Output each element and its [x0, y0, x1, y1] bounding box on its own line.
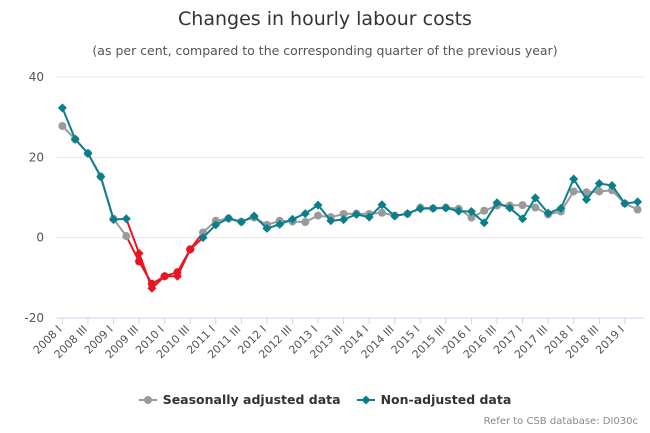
- data-point: [326, 216, 336, 226]
- series-line-segment: [317, 204, 332, 222]
- y-tick-label: 20: [29, 150, 44, 164]
- data-point: [569, 174, 579, 184]
- data-point: [198, 233, 208, 243]
- series-layer: [57, 103, 643, 293]
- data-point: [479, 218, 489, 228]
- data-point: [505, 203, 515, 213]
- data-point: [57, 103, 67, 113]
- data-point: [530, 193, 540, 203]
- data-point: [595, 187, 604, 196]
- data-point: [262, 223, 272, 233]
- data-point: [301, 218, 310, 227]
- data-point: [569, 187, 578, 196]
- series-line-segment: [99, 175, 115, 221]
- data-point: [454, 206, 464, 216]
- data-point: [581, 195, 591, 205]
- y-tick-label: 40: [29, 70, 44, 84]
- legend: Seasonally adjusted data Non-adjusted da…: [0, 392, 650, 407]
- data-point: [403, 209, 413, 219]
- series-line-segment: [585, 182, 601, 201]
- data-point: [211, 220, 221, 230]
- data-point: [249, 211, 259, 221]
- series-line-segment: [125, 235, 141, 263]
- data-point: [620, 199, 630, 209]
- series-line-segment: [138, 252, 153, 290]
- data-point: [377, 200, 387, 210]
- data-point: [160, 271, 170, 281]
- data-point: [594, 178, 604, 188]
- data-point: [83, 148, 93, 158]
- data-point: [275, 219, 285, 229]
- data-point: [122, 232, 131, 241]
- data-point: [543, 208, 553, 218]
- series-non-adjusted: [57, 103, 643, 293]
- data-point: [428, 203, 438, 213]
- legend-swatch-circle: [138, 395, 157, 404]
- series-line-segment: [534, 196, 550, 215]
- data-point: [314, 211, 323, 220]
- data-point: [109, 215, 119, 225]
- legend-label-seasonally-adjusted: Seasonally adjusted data: [162, 392, 341, 407]
- data-point: [364, 212, 374, 222]
- series-line-segment: [125, 217, 141, 255]
- series-line-segment: [559, 178, 575, 210]
- series-line-segment: [483, 201, 498, 224]
- data-point: [607, 180, 617, 190]
- chart-title: Changes in hourly labour costs: [178, 8, 472, 30]
- data-point: [147, 283, 157, 293]
- series-seasonally-adjusted: [58, 122, 642, 288]
- data-point: [300, 209, 310, 219]
- data-point: [480, 206, 489, 215]
- data-point: [518, 214, 528, 224]
- data-point: [224, 213, 234, 223]
- series-line-segment: [611, 184, 626, 205]
- series-line-segment: [176, 248, 192, 278]
- data-point: [633, 197, 643, 207]
- series-line-segment: [521, 196, 537, 220]
- data-point: [58, 122, 67, 131]
- y-axis: -20 0 20 40: [24, 70, 44, 325]
- y-tick-label: 0: [36, 231, 44, 245]
- data-point: [313, 200, 323, 210]
- legend-label-non-adjusted: Non-adjusted data: [380, 392, 512, 407]
- grid-lines: [56, 76, 644, 319]
- credits-link[interactable]: Refer to CSB database: DI030c: [483, 416, 638, 427]
- data-point: [556, 203, 566, 213]
- legend-item-seasonally-adjusted[interactable]: Seasonally adjusted data: [138, 392, 341, 407]
- data-point: [466, 207, 476, 217]
- data-point: [70, 134, 80, 144]
- data-point: [377, 208, 386, 217]
- data-point: [185, 244, 195, 254]
- data-point: [96, 172, 106, 182]
- legend-item-non-adjusted[interactable]: Non-adjusted data: [356, 392, 512, 407]
- data-point: [287, 214, 297, 224]
- series-line-segment: [572, 178, 588, 201]
- data-point: [134, 248, 144, 258]
- y-tick-label: -20: [24, 311, 44, 325]
- data-point: [492, 198, 502, 208]
- data-point: [633, 205, 642, 214]
- data-point: [441, 203, 451, 213]
- x-tick-label: 2019 I: [593, 323, 627, 357]
- data-point: [582, 188, 591, 197]
- chart-subtitle: (as per cent, compared to the correspond…: [92, 43, 558, 58]
- data-point: [390, 211, 400, 221]
- series-line-segment: [61, 106, 77, 141]
- data-point: [236, 217, 246, 227]
- data-point: [339, 209, 348, 218]
- data-point: [172, 271, 182, 281]
- series-line-segment: [86, 152, 102, 178]
- data-point: [351, 209, 361, 219]
- data-point: [467, 213, 476, 222]
- data-point: [339, 215, 349, 225]
- data-point: [415, 204, 425, 214]
- data-point: [518, 201, 527, 210]
- data-point: [531, 203, 540, 212]
- data-point: [121, 214, 131, 224]
- legend-swatch-diamond: [356, 395, 375, 404]
